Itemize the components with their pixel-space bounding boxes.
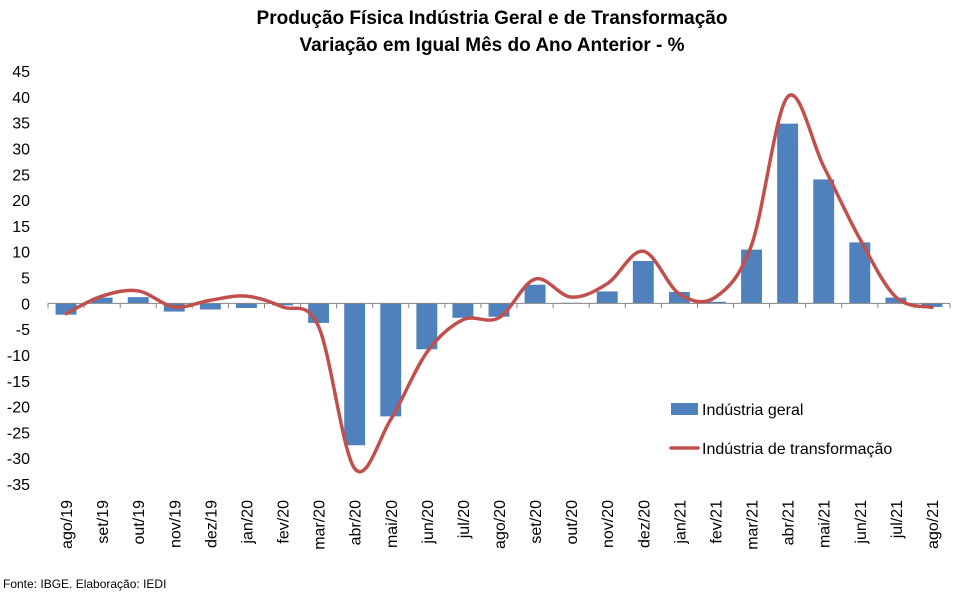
source-note: Fonte: IBGE. Elaboração: IEDI [3, 577, 166, 591]
line-industria-transformacao [64, 93, 934, 474]
x-tick-label: mar/20 [312, 500, 329, 550]
bar-jun-21 [849, 242, 871, 304]
bar-mar-21 [741, 249, 763, 304]
x-tick-label: abr/21 [781, 500, 798, 545]
y-tick-label: 5 [21, 271, 30, 288]
x-tick-label: nov/19 [167, 500, 184, 548]
y-tick-label: -35 [7, 477, 30, 494]
x-tick-label: jun/20 [420, 500, 437, 545]
x-tick-label: jul/21 [889, 500, 906, 539]
y-tick-label: 35 [12, 116, 30, 133]
y-tick-label: 20 [12, 193, 30, 210]
y-tick-label: -15 [7, 374, 30, 391]
x-axis-labels: ago/19 set/19 out/19 nov/19 dez/19 jan/20 fev/… [59, 500, 942, 550]
bar-set-19 [91, 297, 113, 304]
y-tick-label: -10 [7, 348, 30, 365]
x-tick-label: mai/20 [384, 500, 401, 548]
x-tick-label: ago/20 [492, 500, 509, 549]
x-tick-label: set/20 [528, 500, 545, 544]
bar-ago-19 [55, 303, 77, 315]
x-tick-label: ago/19 [59, 500, 76, 549]
bar-jul-20 [452, 303, 474, 318]
x-tick-label: mai/21 [817, 500, 834, 548]
bar-jan-20 [235, 303, 257, 308]
legend-label-industria-transformacao: Indústria de transformação [702, 441, 892, 458]
y-tick-label: 0 [21, 296, 30, 313]
bar-fev-20 [272, 303, 293, 306]
line-series [64, 93, 934, 474]
x-tick-label: ago/21 [925, 500, 942, 549]
bar-mai-21 [813, 179, 835, 304]
chart-title-line-1: Produção Física Indústria Geral e de Tra… [257, 8, 728, 29]
bar-fev-21 [705, 301, 726, 304]
x-tick-label: fev/20 [276, 500, 293, 544]
x-tick-label: fev/21 [708, 500, 725, 544]
bar-dez-20 [632, 260, 654, 304]
y-tick-label: 45 [12, 64, 30, 81]
y-tick-label: -30 [7, 451, 30, 468]
x-tick-label: out/19 [131, 500, 148, 545]
y-tick-label: 40 [12, 90, 30, 107]
bar-abr-21 [777, 123, 799, 304]
y-tick-label: 25 [12, 167, 30, 184]
bar-series [55, 123, 943, 446]
bar-jun-20 [416, 303, 438, 350]
y-tick-label: 15 [12, 219, 30, 236]
bar-jan-21 [668, 291, 690, 304]
x-tick-label: abr/20 [348, 500, 365, 545]
x-tick-label: mar/21 [745, 500, 762, 550]
x-tick-label: jan/21 [672, 500, 689, 545]
bar-ago-21 [921, 303, 943, 307]
bar-jul-21 [885, 297, 907, 304]
bar-set-20 [524, 284, 546, 304]
y-tick-label: -25 [7, 425, 30, 442]
x-tick-label: nov/20 [600, 500, 617, 548]
x-tick-label: dez/20 [636, 500, 653, 548]
legend: Indústria geral Indústria de transformaç… [669, 402, 892, 458]
y-tick-label: -5 [16, 322, 30, 339]
y-axis: 45 40 35 30 25 20 15 10 5 0 -5 -10 -15 -20 -25 -30 -35 [7, 64, 30, 494]
bar-abr-20 [344, 303, 366, 446]
y-tick-label: 10 [12, 245, 30, 262]
x-tick-label: jun/21 [853, 500, 870, 545]
x-tick-label: jan/20 [239, 500, 256, 545]
y-tick-label: -20 [7, 400, 30, 417]
x-tick-label: jul/20 [456, 500, 473, 539]
bar-nov-20 [596, 291, 618, 304]
bar-dez-19 [199, 303, 221, 310]
bar-mai-20 [380, 303, 402, 417]
bar-out-19 [127, 297, 149, 304]
x-tick-label: set/19 [95, 500, 112, 544]
legend-swatch-industria-geral [671, 403, 698, 415]
legend-label-industria-geral: Indústria geral [702, 402, 803, 419]
y-tick-label: 30 [12, 141, 30, 158]
x-tick-label: dez/19 [203, 500, 220, 548]
chart-title-line-2: Variação em Igual Mês do Ano Anterior - … [299, 35, 684, 56]
x-tick-label: out/20 [564, 500, 581, 545]
